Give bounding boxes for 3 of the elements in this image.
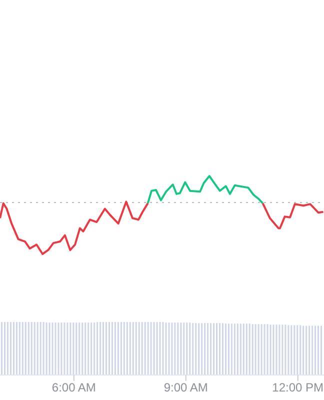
x-tick-label: 9:00 AM — [164, 380, 208, 395]
x-tick-label: 12:00 PM — [272, 380, 324, 395]
x-tick-label: 6:00 AM — [52, 380, 96, 395]
